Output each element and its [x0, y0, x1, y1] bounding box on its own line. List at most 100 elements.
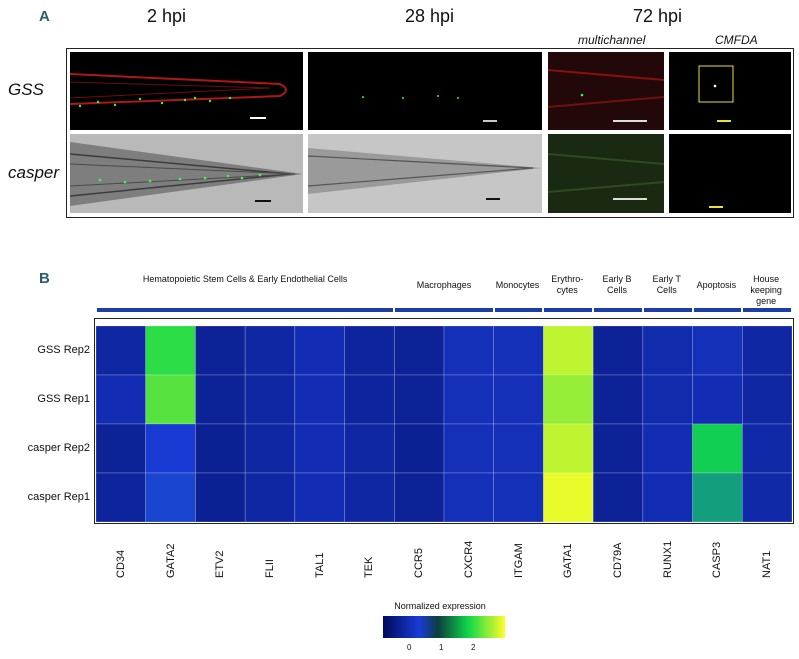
heatmap-cell-gss-rep1-flii — [244, 374, 296, 425]
heatmap-cell-gss-rep1-runx1 — [642, 374, 693, 425]
heatmap-cell-gss-rep1-tek — [344, 374, 395, 425]
fish-outline-red — [70, 73, 287, 119]
column-label: GATA1 — [562, 543, 575, 578]
group-header-bar — [94, 308, 796, 312]
heatmap-cell-casper-rep1-itgam — [493, 472, 544, 523]
heatmap-cell-gss-rep2-tek — [344, 325, 395, 376]
image-casper-72hpi-multichannel — [548, 134, 664, 213]
microscopy-panel-frame — [66, 48, 794, 218]
group-header-bar-segment — [97, 308, 394, 312]
fish-outline-red-72hpi — [548, 69, 664, 122]
heatmap-cell-casper-rep1-casp3 — [692, 472, 743, 523]
group-header-bar-segment — [395, 308, 493, 312]
panel-a-letter: A — [39, 8, 50, 25]
heatmap-cell-casper-rep2-cd34 — [95, 423, 147, 474]
heatmap-cell-gss-rep2-ccr5 — [393, 325, 445, 376]
column-label: CD34 — [114, 549, 127, 578]
heatmap-cell-gss-rep2-nat1 — [741, 325, 793, 376]
image-gss-2hpi — [70, 52, 303, 130]
heatmap-svg — [95, 325, 793, 523]
heatmap-cell-casper-rep1-cd79a — [592, 472, 644, 523]
group-header: House keeping gene — [750, 274, 782, 306]
column-label: ETV2 — [214, 550, 227, 578]
image-gss-72hpi-multichannel — [548, 52, 664, 130]
image-gss-28hpi — [308, 52, 542, 130]
panel-b-letter: B — [39, 270, 50, 287]
heatmap-cell-gss-rep2-tal1 — [294, 325, 345, 376]
group-header-bar-segment — [643, 308, 692, 312]
heatmap-cell-gss-rep2-cd34 — [95, 325, 147, 376]
heatmap-cell-gss-rep1-gata2 — [145, 374, 196, 425]
column-label: NAT1 — [761, 550, 774, 578]
timepoint-72hpi: 72 hpi — [633, 6, 683, 26]
cmfda-inset — [698, 65, 734, 122]
heatmap-cell-gss-rep2-itgam — [493, 325, 544, 376]
column-label: CXCR4 — [462, 540, 475, 578]
heatmap-cell-gss-rep1-gata1 — [543, 374, 594, 425]
column-label: GATA2 — [164, 543, 177, 578]
heatmap-cell-casper-rep2-gata1 — [543, 423, 594, 474]
group-header: Hematopoietic Stem Cells & Early Endothe… — [142, 274, 348, 284]
heatmap-cell-gss-rep2-casp3 — [692, 325, 743, 376]
heatmap-cell-casper-rep2-nat1 — [741, 423, 793, 474]
image-casper-28hpi — [308, 134, 542, 213]
row-label-casper: casper — [8, 163, 60, 182]
group-header-bar-segment — [743, 308, 791, 312]
fish-green-channel — [548, 153, 664, 200]
column-label: TEK — [363, 556, 376, 578]
heatmap-cell-casper-rep1-nat1 — [741, 472, 793, 523]
column-label: FLII — [264, 559, 276, 578]
heatmap-cell-casper-rep2-tek — [344, 423, 395, 474]
heatmap-frame — [94, 318, 794, 524]
column-label: RUNX1 — [661, 540, 674, 578]
group-header-bar-segment — [594, 308, 642, 312]
heatmap-cell-gss-rep1-cxcr4 — [443, 374, 495, 425]
row-label: GSS Rep1 — [37, 392, 90, 405]
image-casper-72hpi-cmfda — [669, 134, 791, 213]
heatmap-cell-gss-rep1-itgam — [493, 374, 544, 425]
heatmap-cell-gss-rep2-cd79a — [592, 325, 644, 376]
group-header-bar-segment — [544, 308, 593, 312]
colorbar-title: Normalized expression — [394, 601, 486, 611]
heatmap-cell-casper-rep1-gata2 — [145, 472, 196, 523]
timepoint-28hpi: 28 hpi — [405, 6, 455, 26]
heatmap-cell-casper-rep1-etv2 — [195, 472, 246, 523]
row-label: casper Rep2 — [27, 441, 90, 454]
image-gss-72hpi-cmfda — [669, 52, 791, 130]
heatmap-cell-gss-rep1-cd79a — [592, 374, 644, 425]
group-header-bar-segment — [693, 308, 742, 312]
colorbar-tick-2: 2 — [471, 643, 476, 652]
heatmap-cell-casper-rep1-flii — [244, 472, 296, 523]
timepoint-2hpi: 2 hpi — [147, 6, 187, 26]
colorbar — [383, 616, 505, 638]
heatmap-cell-casper-rep1-ccr5 — [393, 472, 445, 523]
heatmap-cell-casper-rep2-itgam — [493, 423, 544, 474]
heatmap-cell-casper-rep2-ccr5 — [393, 423, 445, 474]
heatmap-cell-casper-rep1-cxcr4 — [443, 472, 495, 523]
heatmap-cell-casper-rep1-gata1 — [543, 472, 594, 523]
group-header: Early B Cells — [602, 274, 632, 295]
fish-brightfield — [70, 142, 303, 206]
heatmap-cell-casper-rep2-cd79a — [592, 423, 644, 474]
heatmap-cell-casper-rep1-tal1 — [294, 472, 345, 523]
heatmap-cell-gss-rep1-tal1 — [294, 374, 345, 425]
heatmap-cell-casper-rep2-flii — [244, 423, 296, 474]
heatmap-cell-casper-rep2-tal1 — [294, 423, 345, 474]
sublabel-multichannel: multichannel — [578, 33, 646, 47]
heatmap-cell-casper-rep2-runx1 — [642, 423, 693, 474]
heatmap-cell-gss-rep2-flii — [244, 325, 296, 376]
column-label: CCR5 — [413, 548, 426, 578]
fish-signal-green — [362, 95, 497, 122]
image-casper-2hpi — [70, 134, 303, 213]
heatmap-cell-gss-rep1-nat1 — [741, 374, 793, 425]
heatmap-cell-casper-rep1-runx1 — [642, 472, 693, 523]
row-label: casper Rep1 — [27, 490, 90, 503]
heatmap-cell-gss-rep2-gata2 — [145, 325, 196, 376]
heatmap-cell-casper-rep2-cxcr4 — [443, 423, 495, 474]
heatmap-cell-gss-rep1-ccr5 — [393, 374, 445, 425]
group-header-bar-segment — [494, 308, 543, 312]
row-label: GSS Rep2 — [37, 343, 90, 356]
heatmap-cell-casper-rep1-tek — [344, 472, 395, 523]
fish-brightfield-28hpi — [308, 148, 542, 200]
heatmap-cell-gss-rep1-cd34 — [95, 374, 147, 425]
